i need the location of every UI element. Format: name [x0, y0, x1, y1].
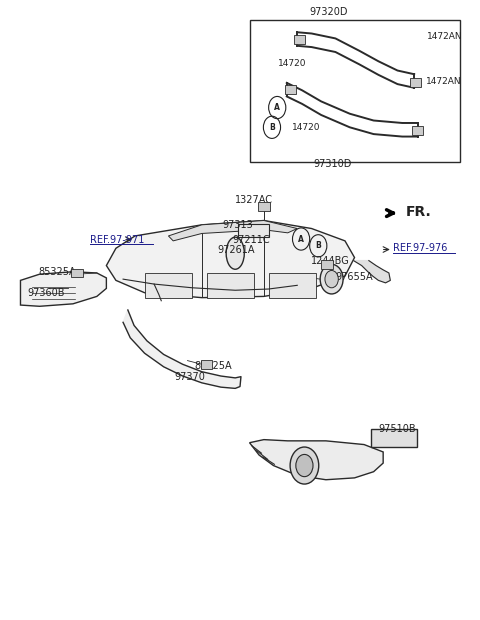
FancyBboxPatch shape [144, 273, 192, 298]
FancyBboxPatch shape [269, 273, 316, 298]
Text: FR.: FR. [406, 205, 432, 219]
FancyBboxPatch shape [285, 85, 296, 94]
Text: REF.97-971: REF.97-971 [90, 234, 144, 245]
FancyBboxPatch shape [238, 224, 269, 237]
Ellipse shape [226, 237, 244, 269]
Circle shape [325, 270, 338, 288]
Text: 85325A: 85325A [38, 267, 76, 277]
Text: 85325A: 85325A [195, 361, 232, 371]
Circle shape [296, 454, 313, 477]
FancyBboxPatch shape [71, 268, 83, 277]
Text: 97320D: 97320D [309, 7, 348, 17]
Text: 97370: 97370 [174, 371, 205, 382]
Bar [250, 20, 459, 162]
Circle shape [290, 447, 319, 484]
Polygon shape [354, 260, 390, 283]
Text: 1472AN: 1472AN [426, 77, 462, 86]
FancyBboxPatch shape [258, 202, 270, 211]
FancyBboxPatch shape [412, 126, 423, 135]
Text: 1327AC: 1327AC [235, 195, 273, 205]
Text: REF.97-976: REF.97-976 [393, 243, 447, 254]
Polygon shape [123, 310, 241, 388]
Text: 1244BG: 1244BG [311, 255, 349, 265]
Text: B: B [315, 241, 321, 250]
Text: 97211C: 97211C [232, 234, 270, 245]
Bar [371, 428, 417, 447]
Text: 97360B: 97360B [28, 288, 65, 298]
FancyBboxPatch shape [321, 260, 333, 269]
Text: 97261A: 97261A [217, 245, 254, 255]
Polygon shape [21, 272, 107, 306]
Text: 14720: 14720 [278, 59, 307, 68]
Text: A: A [274, 103, 280, 112]
Polygon shape [107, 221, 355, 298]
Text: 1472AN: 1472AN [427, 32, 463, 41]
FancyBboxPatch shape [206, 273, 254, 298]
Text: 97310D: 97310D [314, 159, 352, 169]
Text: B: B [269, 123, 275, 132]
Circle shape [320, 264, 343, 294]
Text: 97655A: 97655A [336, 272, 373, 281]
Polygon shape [250, 440, 383, 480]
Text: 97510B: 97510B [378, 423, 416, 433]
FancyBboxPatch shape [410, 78, 421, 87]
Text: 14720: 14720 [291, 123, 320, 132]
FancyBboxPatch shape [201, 360, 212, 369]
Text: A: A [298, 234, 304, 244]
FancyBboxPatch shape [294, 35, 305, 44]
Text: 97313: 97313 [222, 220, 253, 230]
Polygon shape [168, 221, 297, 241]
